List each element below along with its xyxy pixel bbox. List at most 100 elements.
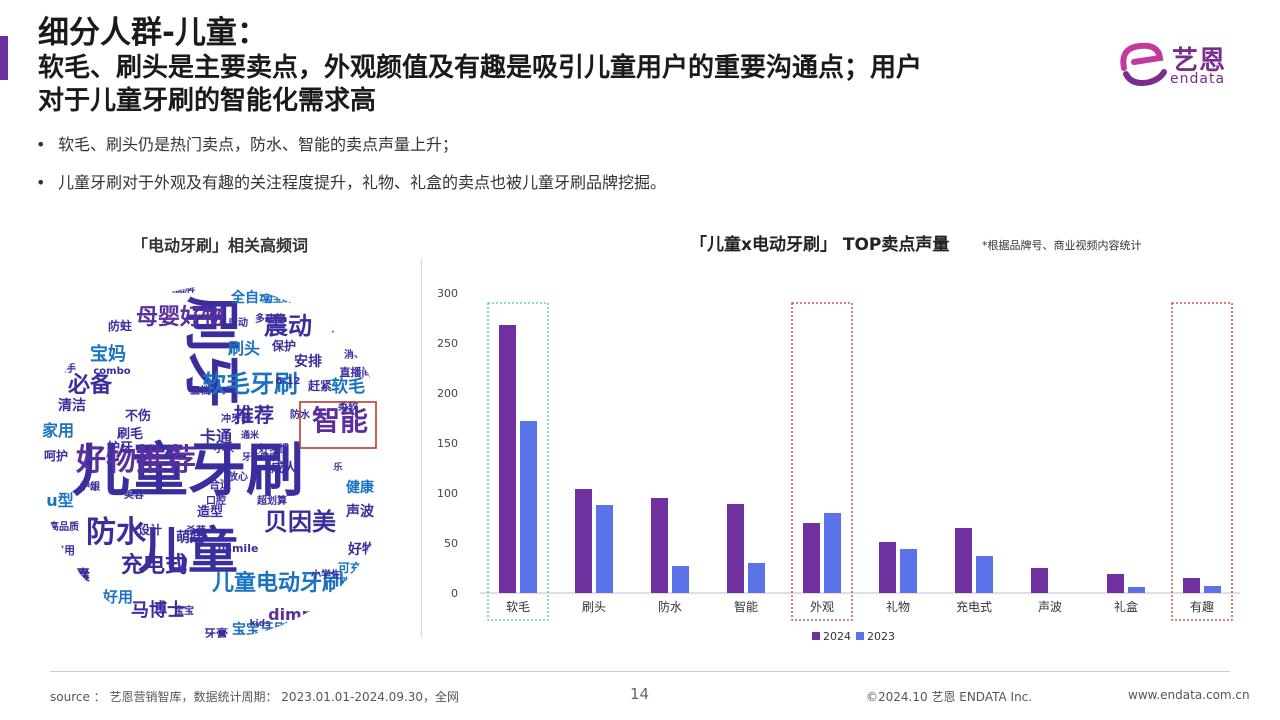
wordcloud-word: 入手 [56, 362, 76, 375]
bullet-list: • 软毛、刷头仍是热门卖点，防水、智能的卖点声量上升； • 儿童牙刷对于外观及有趣的… [34, 134, 666, 210]
wordcloud-word: 五档 [190, 384, 210, 397]
logo-cn: 艺恩 [1172, 46, 1227, 76]
wordcloud-word: 家用 [42, 421, 74, 440]
wordcloud-word: 柔软 [337, 400, 358, 413]
wordcloud-word: 牙膏 [204, 626, 228, 641]
wordcloud-word: 智能 [312, 404, 368, 437]
legend-label: 2024 [823, 630, 851, 643]
wordcloud-word: 保护 [271, 338, 296, 353]
wordcloud-word: 母婴好物 [136, 304, 224, 330]
x-tick-label: 有趣 [1190, 599, 1214, 614]
endata-logo: 艺恩 endata [1118, 38, 1248, 90]
wordcloud-word: 成人 [271, 460, 298, 476]
wordcloud-word: 口腔护理 [312, 299, 348, 311]
y-tick-label: 200 [437, 387, 458, 400]
bar-2024 [499, 325, 516, 593]
bar-2023 [748, 563, 765, 593]
wordcloud-word: 贝因美 [264, 508, 336, 536]
y-tick-label: 50 [444, 537, 458, 550]
bar-2024 [1107, 574, 1124, 593]
legend-swatch [856, 632, 864, 640]
wordcloud-word: 高品质 [49, 520, 79, 533]
wordcloud-word: 充电式 [121, 552, 187, 578]
wordcloud-word: 宝妈 [90, 343, 126, 365]
chart-note: *根据品牌号、商业视频内容统计 [982, 239, 1142, 252]
wordcloud-word: 儿童 [138, 522, 238, 580]
bar-2023 [672, 566, 689, 593]
bar-2023 [900, 549, 917, 593]
wordcloud-word: u型 [46, 491, 73, 510]
bullet-dot-icon: • [36, 173, 46, 192]
highlight-box [791, 302, 853, 621]
wordcloud-word: 小学生 [310, 568, 341, 581]
wordcloud-word: 杀菌 [186, 524, 206, 537]
footer-url: www.endata.com.cn [1128, 688, 1250, 702]
bar-2024 [879, 542, 896, 593]
wordcloud-word: 刷牙 [178, 296, 243, 408]
wordcloud-word: 萌娃 [176, 529, 204, 546]
wordcloud-word: 刷毛 [117, 426, 143, 442]
wordcloud-word: 赶紧 [307, 378, 332, 393]
wordcloud-word: 好用 [102, 588, 133, 606]
bullet-text: 软毛、刷头仍是热门卖点，防水、智能的卖点声量上升； [58, 135, 459, 154]
wordcloud-word: 儿童电动牙刷 [211, 570, 344, 596]
bar-2023 [596, 505, 613, 593]
wordcloud-word: 软毛牙刷 [202, 370, 298, 398]
x-tick-label: 刷头 [582, 600, 606, 614]
wordcloud-title: 「电动牙刷」相关高频词 [131, 236, 308, 255]
bar-2023 [1128, 587, 1145, 593]
wordcloud-word: 卡通 [200, 427, 232, 446]
wordcloud-word: 乐 [333, 461, 342, 473]
x-tick-label: 礼盒 [1114, 599, 1138, 614]
x-tick-label: 防水 [658, 599, 682, 614]
bar-2023 [824, 513, 841, 593]
wordcloud-word: 宝宝 [174, 604, 194, 617]
title-line-2: 软毛、刷头是主要卖点，外观颜值及有趣是吸引儿童用户的重要沟通点；用户 [38, 53, 923, 83]
x-tick-label: 礼物 [886, 599, 910, 614]
highlight-box [1171, 302, 1233, 621]
wordcloud-word: 6-12 [275, 376, 300, 387]
wordcloud-word: 自动 [228, 316, 248, 329]
wordcloud-word: 胶囊 [62, 567, 91, 584]
wordcloud-highlight-box [299, 401, 377, 449]
y-tick-label: 300 [437, 287, 458, 300]
wordcloud-word: 造型 [197, 504, 223, 520]
wordcloud-word: 护牙 [107, 440, 133, 456]
title-line-1: 细分人群-儿童： [38, 15, 268, 51]
wordcloud-word: 美容 [124, 488, 144, 501]
bar-2024 [651, 498, 668, 593]
wordcloud-word: 放心 [227, 470, 248, 483]
wordcloud-word: 音乐 [66, 592, 86, 605]
wordcloud-word: 冲牙器 [221, 412, 252, 425]
section-divider [421, 258, 422, 638]
wordcloud-word: 马博士 [131, 599, 185, 621]
wordcloud-word: 设计 [138, 522, 162, 537]
wordcloud-word: combo [93, 366, 130, 377]
page-number: 14 [630, 685, 650, 703]
title-line-3: 对于儿童牙刷的智能化需求高 [38, 86, 377, 116]
wordcloud-word: 护龈 [80, 480, 101, 493]
wordcloud-word: 多功能 [255, 312, 285, 325]
legend-label: 2023 [867, 630, 895, 643]
wordcloud-word: 防蛀 [108, 318, 132, 333]
page-title: 细分人群-儿童： 软毛、刷头是主要卖点，外观颜值及有趣是吸引儿童用户的重要沟通点… [38, 14, 1128, 118]
wordcloud-word: 儿童牙刷 [72, 436, 304, 504]
wordcloud-word: 好物 [347, 541, 376, 558]
wordcloud-word: 软毛 [331, 376, 365, 397]
y-tick-label: 250 [437, 337, 458, 350]
wordcloud-word: 超划算 [256, 494, 287, 507]
wordcloud-word: 必备 [68, 372, 113, 398]
wordcloud-word: 合适 [209, 477, 231, 491]
wordcloud-word: 推荐 [234, 403, 274, 427]
wordcloud-word: 刷头 [228, 339, 260, 358]
wordcloud-word: 通米 [241, 429, 260, 441]
wordcloud-word: 好物推荐 [75, 443, 196, 478]
wordcloud-word: 实用 [53, 543, 75, 557]
footer-divider [50, 671, 1230, 672]
wordcloud-word: 声波 [345, 503, 375, 520]
wordcloud-word: 小米 [213, 442, 235, 455]
bar-2024 [955, 528, 972, 593]
footer-copyright: ©2024.10 艺恩 ENDATA Inc. [866, 690, 1033, 704]
wordcloud-word: 清洁 [58, 397, 86, 414]
